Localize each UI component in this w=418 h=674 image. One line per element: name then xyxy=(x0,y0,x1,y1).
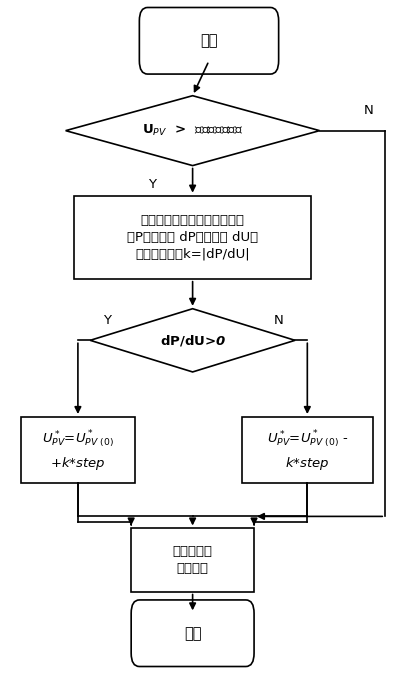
Text: N: N xyxy=(364,104,374,117)
Text: $U^*_{PV}$=$U^*_{PV\ (0)}$
+$k$*$step$: $U^*_{PV}$=$U^*_{PV\ (0)}$ +$k$*$step$ xyxy=(42,429,114,472)
Text: $\mathbf{U}_{PV}$  >  光伏电压下限值: $\mathbf{U}_{PV}$ > 光伏电压下限值 xyxy=(142,123,243,138)
Text: $\mathbf{dP/dU}$>0: $\mathbf{dP/dU}$>0 xyxy=(160,333,226,348)
Bar xyxy=(74,195,311,279)
Text: 返回: 返回 xyxy=(184,625,201,641)
Text: 存储本次电
压、功率: 存储本次电 压、功率 xyxy=(173,545,213,575)
FancyBboxPatch shape xyxy=(131,600,254,667)
Polygon shape xyxy=(90,309,295,372)
Bar xyxy=(242,417,373,483)
Text: Y: Y xyxy=(148,178,155,191)
Text: N: N xyxy=(274,314,283,327)
Text: $U^*_{PV}$=$U^*_{PV\ (0)}$ -
$k$*$step$: $U^*_{PV}$=$U^*_{PV\ (0)}$ - $k$*$step$ xyxy=(267,429,348,472)
Polygon shape xyxy=(66,96,320,166)
Text: 根据光伏采样电压电流计算功
率P、功率差 dP和电压差 dU，
计算步长系数k=|dP/dU|: 根据光伏采样电压电流计算功 率P、功率差 dP和电压差 dU， 计算步长系数k=… xyxy=(127,214,258,261)
FancyBboxPatch shape xyxy=(139,7,279,74)
Text: 开始: 开始 xyxy=(200,33,218,49)
Text: Y: Y xyxy=(102,314,111,327)
Bar xyxy=(131,528,254,592)
Bar xyxy=(20,417,135,483)
